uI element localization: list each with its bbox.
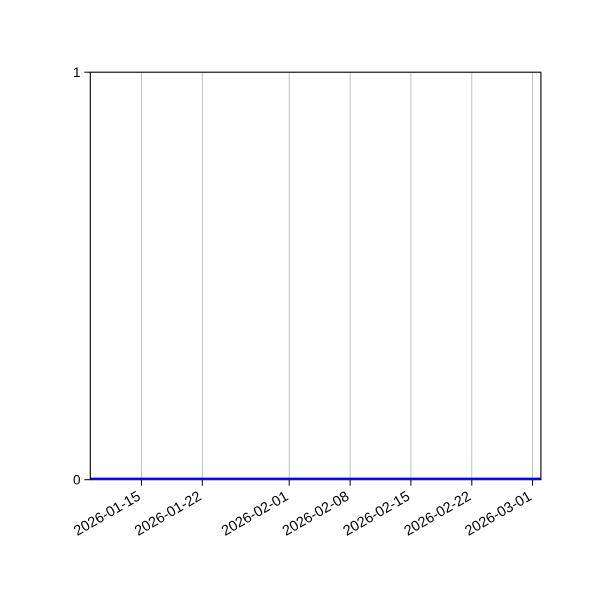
svg-text:1: 1 <box>73 65 81 80</box>
svg-text:0: 0 <box>73 473 81 488</box>
